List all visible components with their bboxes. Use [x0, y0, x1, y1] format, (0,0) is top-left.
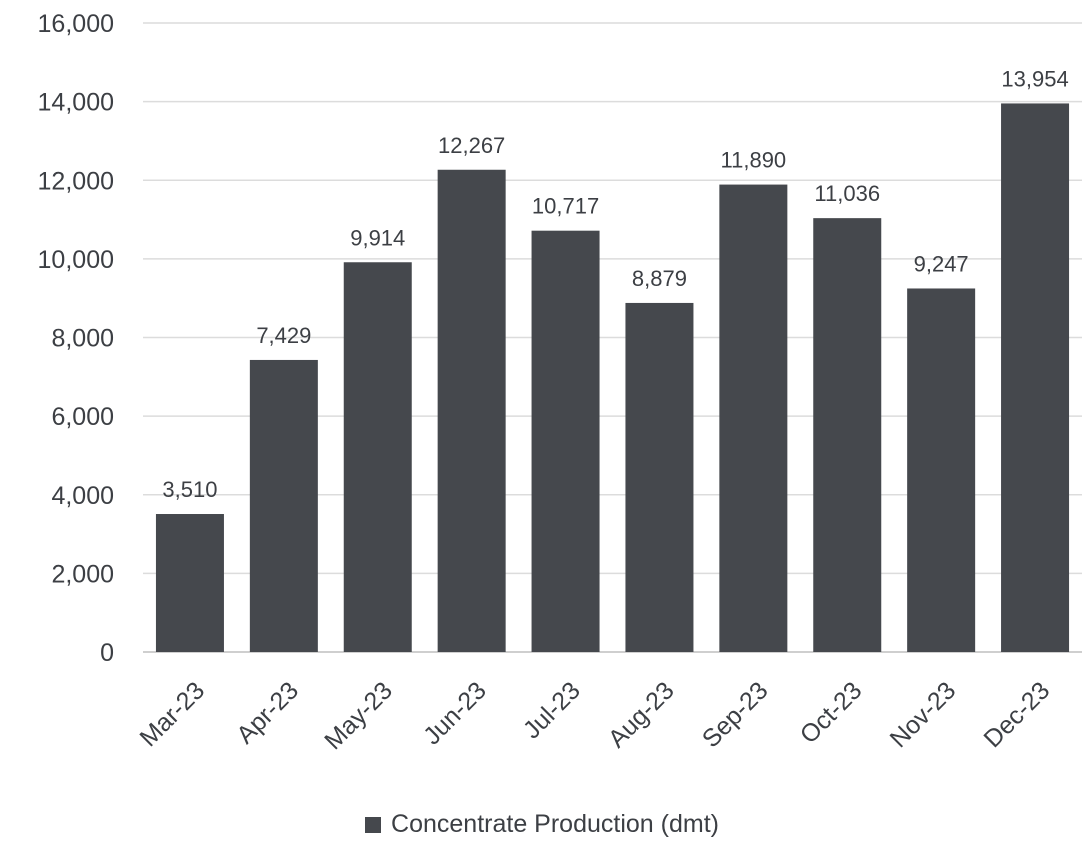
- bar: [249, 359, 318, 652]
- x-tick-label: Mar-23: [134, 676, 210, 752]
- x-axis-tick-labels: Mar-23 Apr-23 May-23 Jun-23 Jul-23 Aug-23 Sep-…: [134, 676, 1055, 755]
- data-label: 11,890: [721, 148, 787, 173]
- x-tick-label: Sep-23: [697, 676, 774, 753]
- legend-label: Concentrate Production (dmt): [391, 810, 719, 838]
- y-tick-label: 12,000: [38, 167, 114, 195]
- bar: [907, 288, 976, 652]
- bar: [1001, 103, 1070, 653]
- y-tick-label: 4,000: [51, 482, 114, 510]
- bar: [719, 184, 788, 652]
- data-labels: 3,510 7,429 9,914 12,267 10,717 8,879 11,890 11…: [162, 66, 1068, 502]
- bar: [343, 262, 412, 652]
- legend-swatch: [365, 816, 382, 833]
- data-label: 11,036: [814, 181, 880, 206]
- bar-chart: 0 2,000 4,000 6,000 8,000 10,000 12,000 14,000 1…: [38, 10, 1082, 755]
- x-tick-label: Dec-23: [979, 676, 1056, 753]
- bar: [625, 302, 694, 652]
- y-tick-label: 6,000: [51, 403, 114, 431]
- x-tick-label: Aug-23: [603, 676, 680, 753]
- y-tick-label: 8,000: [51, 325, 114, 353]
- y-tick-label: 14,000: [38, 89, 114, 117]
- x-tick-label: Nov-23: [885, 676, 962, 753]
- data-label: 13,954: [1001, 66, 1068, 91]
- bar: [531, 230, 600, 653]
- bars: [155, 103, 1070, 653]
- bar: [155, 514, 224, 652]
- data-label: 8,879: [632, 266, 687, 291]
- x-tick-label: Jul-23: [518, 676, 586, 744]
- x-tick-label: Jun-23: [418, 676, 492, 750]
- x-tick-label: Oct-23: [795, 676, 868, 749]
- y-axis-tick-labels: 0 2,000 4,000 6,000 8,000 10,000 12,000 14,000 1…: [38, 10, 114, 667]
- y-tick-label: 2,000: [51, 560, 114, 588]
- data-label: 10,717: [532, 194, 599, 219]
- data-label: 9,914: [350, 225, 405, 250]
- y-tick-label: 0: [100, 639, 114, 667]
- data-label: 3,510: [162, 477, 217, 502]
- y-tick-label: 16,000: [38, 10, 114, 38]
- data-label: 7,429: [256, 323, 311, 348]
- y-tick-label: 10,000: [38, 246, 114, 274]
- legend: Concentrate Production (dmt): [0, 810, 1084, 839]
- data-label: 9,247: [914, 251, 969, 276]
- bar: [437, 169, 506, 653]
- x-tick-label: May-23: [319, 676, 398, 755]
- bar: [813, 218, 882, 652]
- x-tick-label: Apr-23: [231, 676, 304, 749]
- data-label: 12,267: [438, 133, 505, 158]
